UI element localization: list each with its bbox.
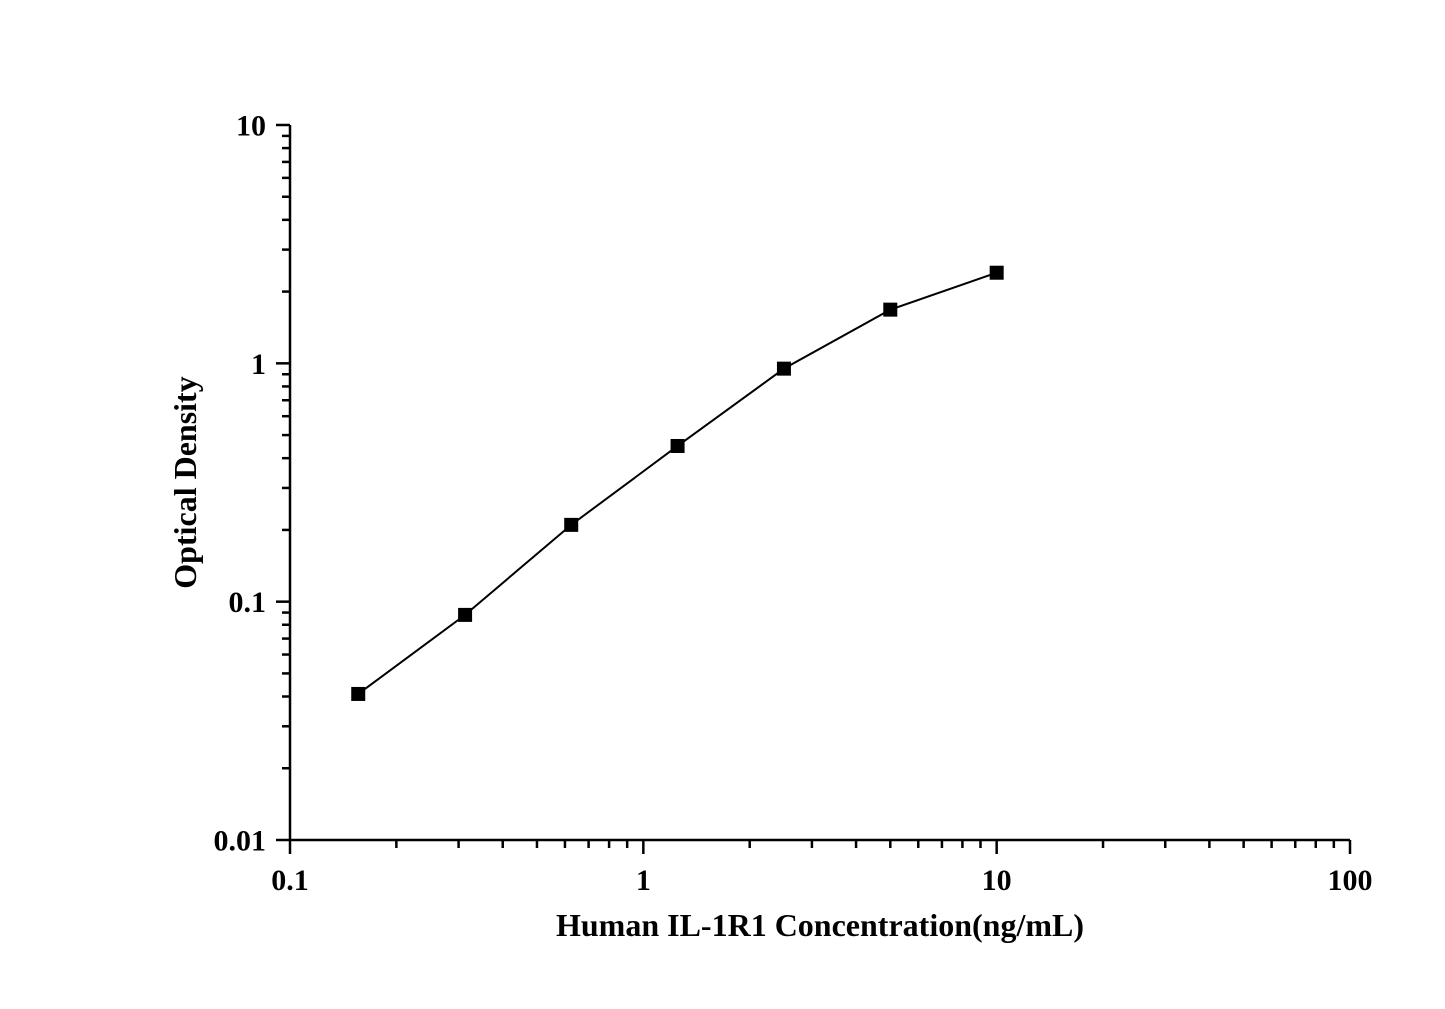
x-tick-label: 10 xyxy=(982,864,1012,897)
y-tick-label: 10 xyxy=(236,110,266,143)
elisa-standard-curve-chart: 0.11101000.010.1110Human IL-1R1 Concentr… xyxy=(0,0,1445,1009)
x-tick-label: 100 xyxy=(1328,864,1373,897)
data-line xyxy=(358,273,996,694)
y-tick-label: 0.01 xyxy=(214,825,267,858)
data-marker xyxy=(458,608,472,622)
y-tick-label: 1 xyxy=(251,348,266,381)
x-axis-label: Human IL-1R1 Concentration(ng/mL) xyxy=(556,907,1084,943)
y-axis-label: Optical Density xyxy=(167,376,203,588)
data-marker xyxy=(351,687,365,701)
x-tick-label: 0.1 xyxy=(271,864,309,897)
data-marker xyxy=(990,266,1004,280)
data-marker xyxy=(777,362,791,376)
data-marker xyxy=(883,303,897,317)
data-marker xyxy=(564,518,578,532)
x-tick-label: 1 xyxy=(636,864,651,897)
data-marker xyxy=(671,439,685,453)
y-tick-label: 0.1 xyxy=(229,586,267,619)
chart-container: 0.11101000.010.1110Human IL-1R1 Concentr… xyxy=(0,0,1445,1009)
